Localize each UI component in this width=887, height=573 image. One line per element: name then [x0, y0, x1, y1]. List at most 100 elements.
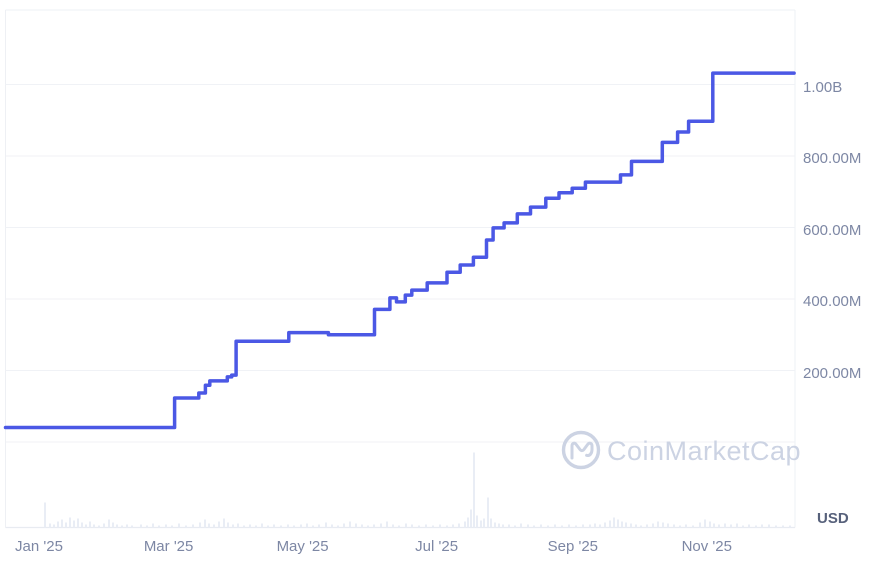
volume-bar [73, 520, 75, 528]
volume-bar [386, 521, 388, 528]
volume-bar [312, 525, 314, 528]
volume-bar [380, 523, 382, 528]
volume-bar [748, 524, 750, 528]
volume-bar [520, 523, 522, 528]
volume-bar [582, 524, 584, 528]
volume-bar [232, 524, 234, 528]
volume-bar [204, 519, 206, 528]
volume-bar [267, 525, 269, 528]
volume-bar [724, 523, 726, 528]
volume-bar [685, 524, 687, 528]
volume-bar [432, 525, 434, 528]
volume-bar [178, 523, 180, 528]
volume-bar [146, 525, 148, 528]
volume-bar [547, 525, 549, 528]
volume-bar [673, 524, 675, 528]
volume-bar [657, 521, 659, 528]
volume-bar [533, 525, 535, 528]
coinmarketcap-logo-icon [561, 430, 601, 470]
volume-bar [554, 524, 556, 528]
volume-bar [609, 520, 611, 528]
volume-bar [709, 521, 711, 528]
volume-bar [418, 525, 420, 528]
volume-bar [208, 523, 210, 528]
volume-bar [171, 525, 173, 528]
volume-bar [502, 524, 504, 528]
volume-bar [617, 519, 619, 528]
volume-bar [361, 524, 363, 528]
volume-bar [452, 524, 454, 528]
volume-bar [93, 524, 95, 528]
gridlines [5, 84, 795, 443]
volume-bar [594, 523, 596, 528]
volume-bar [49, 523, 51, 528]
volume-bar [69, 517, 71, 528]
volume-bar [775, 525, 777, 528]
volume-bar [53, 524, 55, 528]
volume-bar [249, 524, 251, 528]
volume-bar [494, 522, 496, 528]
x-tick-label: Nov '25 [681, 538, 732, 555]
volume-bar [81, 522, 83, 528]
volume-bar [255, 525, 257, 528]
volume-bar [280, 525, 282, 528]
volume-bar [112, 522, 114, 528]
volume-bar [237, 523, 239, 528]
volume-bar [568, 524, 570, 528]
volume-bar [392, 524, 394, 528]
volume-bar [692, 525, 694, 528]
volume-bar [718, 524, 720, 528]
volume-bar [367, 525, 369, 528]
volume-bar [625, 522, 627, 528]
volume-bar [273, 524, 275, 528]
x-tick-label: May '25 [276, 538, 329, 555]
volume-bar [343, 523, 345, 528]
volume-bar [300, 524, 302, 528]
volume-bar [152, 523, 154, 528]
volume-bar [476, 515, 478, 528]
volume-bar [243, 525, 245, 528]
volume-bar [261, 523, 263, 528]
volume-bar [589, 524, 591, 528]
volume-bar [293, 525, 295, 528]
volume-bar [679, 525, 681, 528]
volume-bar [730, 524, 732, 528]
volume-bar [439, 524, 441, 528]
volume-bar [508, 524, 510, 528]
volume-bar [782, 525, 784, 528]
volume-bar [227, 522, 229, 528]
volume-bar [514, 525, 516, 528]
volume-bar [789, 525, 791, 528]
volume-bar [473, 452, 475, 528]
volume-bar [89, 521, 91, 528]
volume-bar [646, 524, 648, 528]
x-tick-label: Mar '25 [143, 538, 194, 555]
volume-bar [699, 522, 701, 528]
volume-bar [318, 524, 320, 528]
y-tick-label: 200.00M [803, 364, 862, 382]
volume-bar [483, 518, 485, 528]
volume-bar [57, 521, 59, 528]
volume-bar [126, 524, 128, 528]
volume-bar [464, 521, 466, 528]
x-tick-label: Jul '25 [415, 538, 459, 555]
volume-bar [108, 519, 110, 528]
x-tick-label: Sep '25 [547, 538, 598, 555]
volume-bar [287, 524, 289, 528]
volume-bar [635, 524, 637, 528]
volume-bar [65, 522, 67, 528]
volume-bar [85, 524, 87, 528]
volume-bar [480, 520, 482, 528]
volume-bar [165, 524, 167, 528]
volume-bar [218, 521, 220, 528]
coinmarketcap-watermark: CoinMarketCap [561, 430, 801, 470]
volume-bar [325, 522, 327, 528]
volume-bar [98, 525, 100, 528]
volume-bar [613, 517, 615, 528]
x-tick-label: Jan '25 [15, 538, 63, 555]
volume-bar [704, 519, 706, 528]
y-tick-label: 400.00M [803, 293, 862, 310]
volume-bar [213, 524, 215, 528]
volume-bar [458, 523, 460, 528]
